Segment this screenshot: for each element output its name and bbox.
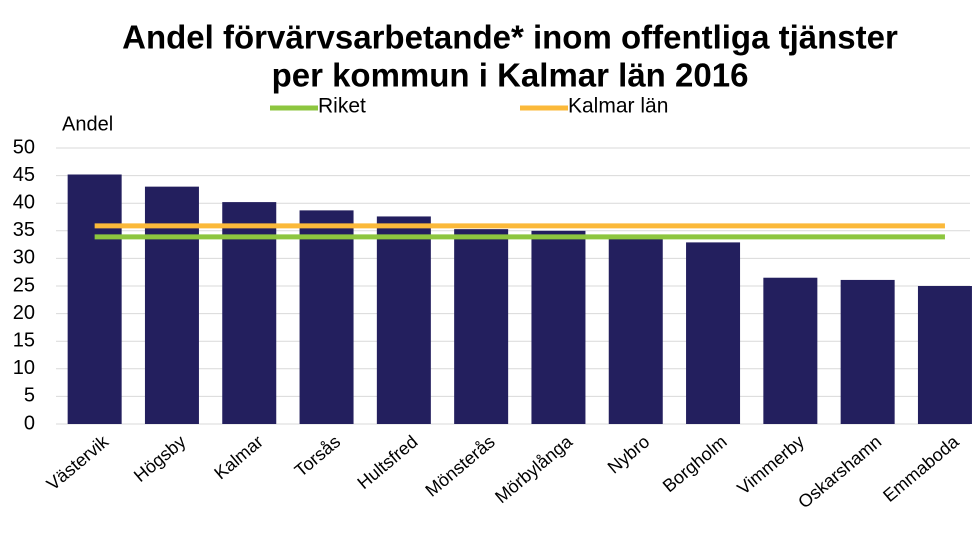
bar	[686, 242, 741, 424]
x-tick-label: Högsby	[130, 431, 190, 486]
x-tick-label: Mörbylånga	[491, 431, 577, 507]
bar	[531, 230, 586, 424]
x-tick-label: Emmaboda	[879, 431, 963, 506]
y-tick-label: 15	[13, 329, 35, 351]
x-tick-label: Hultsfred	[353, 431, 421, 493]
bar	[608, 237, 663, 424]
y-tick-label: 5	[24, 385, 35, 407]
x-tick-label: Oskarshamn	[794, 431, 885, 512]
y-tick-label: 0	[24, 412, 35, 434]
y-tick-label: 10	[13, 357, 35, 379]
y-tick-label: 25	[13, 274, 35, 296]
legend-label: Riket	[318, 95, 366, 118]
chart-title: per kommun i Kalmar län 2016	[272, 57, 749, 94]
x-tick-label: Nybro	[604, 431, 654, 477]
x-tick-label: Mönsterås	[422, 431, 499, 500]
x-tick-label: Borgholm	[659, 431, 731, 496]
x-tick-label: Västervik	[43, 431, 113, 495]
bar	[376, 216, 431, 424]
bar	[454, 229, 509, 424]
y-axis-label: Andel	[62, 113, 113, 135]
y-tick-label: 50	[13, 136, 35, 158]
bar	[67, 174, 122, 424]
y-tick-label: 40	[13, 191, 35, 213]
legend-label: Kalmar län	[568, 95, 668, 118]
bar	[144, 186, 199, 424]
x-tick-label: Kalmar	[210, 431, 267, 483]
y-tick-label: 20	[13, 302, 35, 324]
chart-title: Andel förvärvsarbetande* inom offentliga…	[122, 19, 898, 56]
y-tick-label: 35	[13, 219, 35, 241]
bar	[840, 279, 895, 424]
x-tick-label: Torsås	[291, 431, 344, 480]
y-tick-label: 30	[13, 247, 35, 269]
bar	[917, 286, 972, 424]
bar	[299, 210, 354, 424]
bar	[763, 277, 818, 424]
y-tick-label: 45	[13, 164, 35, 186]
x-tick-label: Vimmerby	[733, 431, 808, 498]
